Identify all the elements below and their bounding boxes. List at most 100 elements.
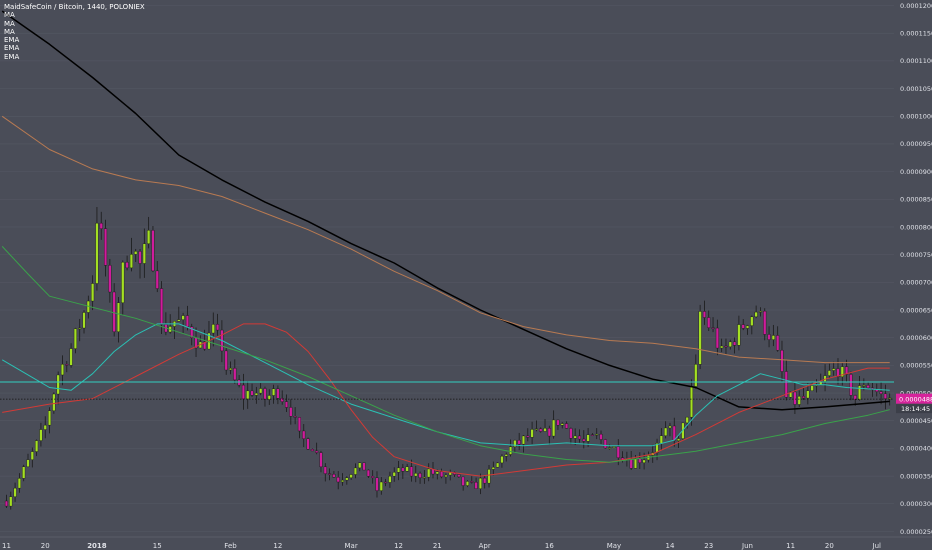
candle [30,451,34,460]
indicator-ma-1[interactable]: MA [4,11,15,20]
time-axis[interactable]: 11 20 2018 15 Feb 12 Mar 12 21 Apr 16 May 14 23 Jun 11 2… [0,536,932,550]
indicator-ema-2[interactable]: EMA [4,44,20,53]
y-tick-label: 0.00009500 [900,140,932,148]
indicator-ma-2[interactable]: MA [4,19,15,28]
y-tick-label: 0.00006000 [900,334,932,342]
candle [797,396,801,405]
y-tick-label: 0.00007500 [900,251,932,259]
candle [99,222,103,229]
x-tick-label: May [607,542,621,550]
candle [259,388,263,394]
candle [638,458,642,463]
candle [543,428,547,432]
candle [715,327,719,349]
candle [547,428,551,437]
candle [43,424,47,430]
candle [104,228,108,266]
candle [526,435,530,438]
candle [13,487,17,497]
candle [422,476,426,479]
candle [560,423,564,426]
candle [254,392,258,396]
candle [345,477,349,481]
candle [461,476,465,486]
candle [784,371,788,398]
candle [280,398,284,402]
candle [664,427,668,436]
candle [569,428,573,439]
candle [69,348,73,366]
indicator-ma-3[interactable]: MA [4,27,15,36]
candle [836,368,840,377]
candle [323,466,327,474]
candle [112,291,116,332]
candle [689,386,694,418]
x-tick-label: Mar [345,542,358,550]
candle [233,368,237,381]
candle [224,350,228,371]
countdown-value: 18:14:45 [901,405,930,413]
candle [82,312,86,329]
candle [375,477,379,491]
candle [284,401,289,408]
series-line [1,323,890,447]
y-tick-label: 0.00007000 [900,279,932,287]
candle [573,435,577,439]
candle [500,456,504,464]
candle [612,446,616,448]
candle [832,368,836,371]
candle [315,450,319,453]
y-tick-label: 0.00004500 [900,417,932,425]
candle [379,481,383,491]
candle [340,479,345,483]
candle [91,283,95,302]
candle [754,311,758,318]
candle [181,315,185,320]
candle [293,416,297,418]
candle [396,467,401,473]
candle [642,459,646,463]
candle [556,419,560,426]
symbol-title[interactable]: MaidSafeCoin / Bitcoin, 1440, POLONIEX [4,3,145,11]
candle [297,417,301,432]
countdown-box [896,404,932,414]
candle [513,439,517,447]
candle [310,448,314,452]
y-tick-label: 0.00008500 [900,196,932,204]
y-tick-label: 0.00010000 [900,113,932,121]
candle [306,438,310,450]
candle [39,429,43,441]
candle [470,481,474,483]
candle [478,477,482,489]
indicator-ema-1[interactable]: EMA [4,36,20,45]
candle [582,438,586,442]
indicator-ema-3[interactable]: EMA [4,52,20,61]
candle [866,385,870,389]
candle [60,364,65,376]
candle [418,473,422,478]
candle [353,467,357,475]
y-tick-label: 0.00002500 [900,528,932,536]
candle [116,302,121,332]
candle [707,317,711,328]
price-axis[interactable]: 0.00012000 0.00011500 0.00011000 0.00010500… [900,2,932,536]
candle [142,243,146,264]
x-tick-label: 2018 [87,542,107,550]
candle [862,385,866,387]
candle [302,430,306,439]
candle [530,429,534,438]
candle [4,500,8,507]
candle [26,459,30,467]
x-tick-label: Jun [741,542,753,550]
candle [65,364,69,366]
y-tick-label: 0.00008000 [900,223,932,231]
candle [586,434,590,442]
x-tick-label: 11 [2,542,11,550]
candle [22,466,26,479]
candle [138,251,142,264]
candle [336,477,340,483]
x-tick-label: 11 [786,542,795,550]
candle [9,496,13,507]
